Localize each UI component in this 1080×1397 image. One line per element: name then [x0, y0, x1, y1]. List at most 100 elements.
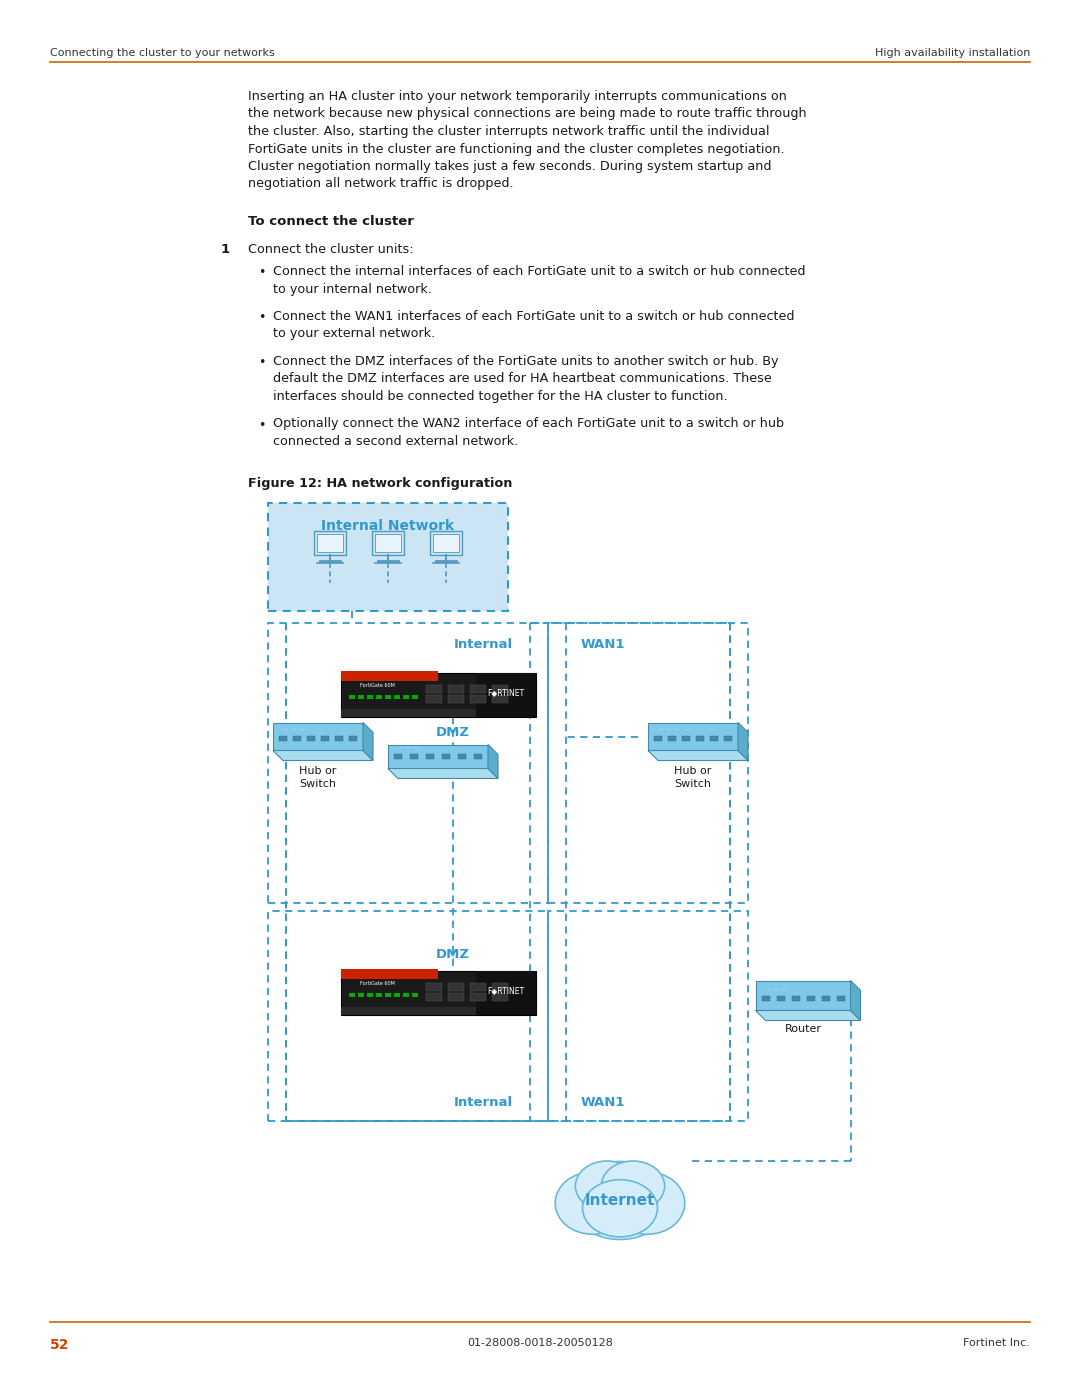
Text: F◆RTINET: F◆RTINET — [487, 986, 524, 995]
Ellipse shape — [569, 1161, 671, 1239]
Polygon shape — [648, 750, 748, 760]
Text: Fortinet Inc.: Fortinet Inc. — [963, 1338, 1030, 1348]
Polygon shape — [388, 768, 498, 778]
Text: Connect the internal interfaces of each FortiGate unit to a switch or hub connec: Connect the internal interfaces of each … — [273, 265, 806, 278]
Bar — [430, 531, 462, 555]
Polygon shape — [273, 750, 373, 760]
Bar — [406, 746, 411, 749]
Bar — [491, 982, 508, 990]
Text: •: • — [258, 312, 266, 324]
Bar — [548, 623, 748, 902]
Bar — [399, 746, 403, 749]
Text: 52: 52 — [50, 1338, 69, 1352]
Bar — [414, 746, 419, 749]
Bar — [403, 992, 408, 996]
Bar — [837, 996, 845, 1000]
Bar — [268, 911, 548, 1120]
Text: Hub or
Switch: Hub or Switch — [299, 767, 337, 789]
Bar — [307, 735, 315, 740]
Bar — [426, 685, 442, 693]
Text: Connect the cluster units:: Connect the cluster units: — [248, 243, 414, 256]
Bar — [756, 981, 851, 1010]
Bar — [696, 735, 704, 740]
Bar — [426, 694, 442, 703]
Bar — [681, 735, 690, 740]
Bar — [357, 992, 364, 996]
Text: FortiGate units in the cluster are functioning and the cluster completes negotia: FortiGate units in the cluster are funct… — [248, 142, 785, 155]
Text: the network because new physical connections are being made to route traffic thr: the network because new physical connect… — [248, 108, 807, 120]
Bar — [411, 992, 418, 996]
Bar — [384, 694, 391, 698]
Bar — [782, 988, 786, 990]
Text: Hub or
Switch: Hub or Switch — [674, 767, 712, 789]
Bar — [491, 685, 508, 693]
Bar — [321, 735, 329, 740]
Bar — [548, 911, 748, 1120]
Bar — [807, 996, 814, 1000]
Bar — [411, 694, 418, 698]
Bar — [491, 694, 508, 703]
Ellipse shape — [582, 1179, 658, 1236]
Bar — [273, 722, 363, 750]
Text: To connect the cluster: To connect the cluster — [248, 215, 414, 228]
Bar — [314, 531, 346, 555]
Bar — [394, 753, 402, 759]
Polygon shape — [363, 722, 373, 760]
Bar — [340, 708, 536, 717]
Bar — [340, 971, 536, 1014]
Bar — [349, 735, 357, 740]
Bar — [366, 992, 373, 996]
Bar — [426, 982, 442, 990]
Bar — [410, 753, 418, 759]
Text: Internal: Internal — [454, 1095, 513, 1108]
Text: F◆RTINET: F◆RTINET — [487, 687, 524, 697]
Ellipse shape — [602, 1161, 664, 1211]
Bar — [299, 728, 303, 731]
Text: 1: 1 — [221, 243, 230, 256]
Bar — [349, 694, 354, 698]
Text: Internal: Internal — [454, 638, 513, 651]
Ellipse shape — [576, 1161, 638, 1211]
Bar — [773, 988, 779, 990]
Bar — [724, 735, 732, 740]
Bar — [403, 694, 408, 698]
Bar — [318, 534, 343, 552]
Text: DMZ: DMZ — [436, 949, 470, 961]
Bar — [366, 694, 373, 698]
Bar — [426, 753, 434, 759]
Text: the cluster. Also, starting the cluster interrupts network traffic until the ind: the cluster. Also, starting the cluster … — [248, 124, 769, 138]
Bar — [426, 992, 442, 1000]
Bar — [470, 982, 486, 990]
Bar — [393, 694, 400, 698]
Text: High availability installation: High availability installation — [875, 47, 1030, 59]
Bar — [766, 988, 770, 990]
Bar — [388, 745, 488, 768]
Text: Connect the WAN1 interfaces of each FortiGate unit to a switch or hub connected: Connect the WAN1 interfaces of each Fort… — [273, 310, 795, 323]
Bar — [648, 722, 738, 750]
Text: FortiGate 60M: FortiGate 60M — [361, 981, 395, 986]
Bar — [447, 982, 463, 990]
Bar — [376, 694, 381, 698]
Bar — [433, 534, 459, 552]
Polygon shape — [488, 745, 498, 778]
Bar — [340, 672, 536, 717]
Text: to your external network.: to your external network. — [273, 327, 435, 341]
Text: WAN1: WAN1 — [581, 1095, 625, 1108]
Bar — [761, 996, 769, 1000]
Bar — [279, 735, 287, 740]
Text: Internet: Internet — [584, 1193, 656, 1208]
Text: connected a second external network.: connected a second external network. — [273, 434, 518, 448]
Text: Cluster negotiation normally takes just a few seconds. During system startup and: Cluster negotiation normally takes just … — [248, 161, 771, 173]
Text: Connect the DMZ interfaces of the FortiGate units to another switch or hub. By: Connect the DMZ interfaces of the FortiG… — [273, 355, 779, 367]
Bar — [340, 671, 437, 680]
Text: FortiGate 60M: FortiGate 60M — [361, 683, 395, 687]
Bar — [447, 685, 463, 693]
Bar — [268, 503, 508, 610]
Polygon shape — [738, 722, 748, 760]
Bar — [393, 992, 400, 996]
Text: WAN1: WAN1 — [581, 638, 625, 651]
Bar — [283, 728, 288, 731]
Text: Router: Router — [784, 1024, 822, 1035]
Text: •: • — [258, 419, 266, 432]
Text: •: • — [258, 356, 266, 369]
